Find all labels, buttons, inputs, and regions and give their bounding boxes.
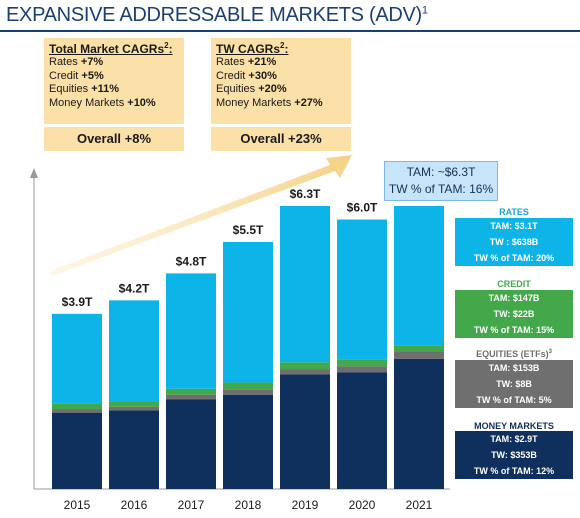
x-tick-2016: 2016 [121,498,148,512]
y-axis-arrow [30,168,38,178]
x-tick-2015: 2015 [64,498,91,512]
bar-2019-rates [280,206,330,363]
x-tick-2017: 2017 [178,498,205,512]
credit-tw: TW: $22B [493,309,535,319]
tw-cagr-row-equities: Equities +20% [216,83,287,95]
money-markets-tam: TAM: $2.9T [490,434,538,444]
bar-2020-credit [337,359,387,367]
equities-tam: TAM: $153B [488,363,540,373]
money-markets-pct: TW % of TAM: 12% [473,466,555,476]
credit-pct: TW % of TAM: 15% [473,325,555,335]
bar-2016-equities-etfs [109,406,159,411]
equities-pct: TW % of TAM: 5% [476,395,552,405]
tam-callout: TAM: ~$6.3T TW % of TAM: 16% [384,161,498,201]
bar-2020-money-markets [337,372,387,489]
rates-stats-box: TAM: $3.1T TW : $638B TW % of TAM: 20% [455,218,573,266]
tw-cagr-overall: Overall +23% [211,127,351,151]
tw-cagr-row-rates: Rates +21% [216,56,277,68]
bar-2016-money-markets [109,410,159,489]
equities-tw: TW: $8B [496,379,532,389]
equities-title: EQUITIES (ETFs)3 [476,349,552,359]
page-title: EXPANSIVE ADDRESSABLE MARKETS (ADV)1 [6,4,428,27]
rates-tam: TAM: $3.1T [490,221,538,231]
total-cagr-overall: Overall +8% [44,127,184,151]
credit-title: CREDIT [497,279,531,289]
money-markets-tw: TW: $353B [491,450,537,460]
total-cagr-row-money-markets: Money Markets +10% [49,96,156,109]
credit-tam: TAM: $147B [488,293,540,303]
total-cagr-row-equities: Equities +11% [49,83,120,95]
bar-2021-rates [394,206,444,346]
growth-arrow [50,155,352,276]
bar-2019-money-markets [280,374,330,489]
bar-2015-rates [52,313,102,404]
x-tick-2021: 2021 [406,498,433,512]
x-tick-layer: 2015 2016 2017 2018 2019 2020 2021 [64,498,433,512]
bar-2021-money-markets [394,358,444,489]
x-tick-2019: 2019 [292,498,319,512]
bar-2016-credit [109,401,159,407]
total-label-2015: $3.9T [62,295,93,309]
bar-2020-rates [337,219,387,360]
bar-2015-money-markets [52,412,102,489]
tw-cagr-row-credit: Credit +30% [216,69,277,82]
bar-2017-money-markets [166,399,216,489]
money-markets-stats-box: TAM: $2.9T TW: $353B TW % of TAM: 12% [455,431,573,479]
title-footnote: 1 [421,4,428,17]
bar-2015-credit [52,403,102,410]
equities-stats-box: TAM: $153B TW: $8B TW % of TAM: 5% [455,360,573,408]
bar-2018-credit [223,382,273,390]
bar-2018-money-markets [223,394,273,489]
tw-cagr-box: TW CAGRs2: Rates +21% Credit +30% Equiti… [211,38,351,124]
total-label-2020: $6.0T [347,200,378,214]
bar-2019-equities-etfs [280,369,330,375]
total-label-2019: $6.3T [290,187,321,201]
page-title-text: EXPANSIVE ADDRESSABLE MARKETS (ADV) [6,4,422,26]
bar-2021-credit [394,345,444,352]
rates-pct: TW % of TAM: 20% [473,253,555,263]
bar-2020-equities-etfs [337,366,387,373]
money-markets-title: MONEY MARKETS [474,421,554,431]
x-tick-2020: 2020 [349,498,376,512]
total-cagr-row-rates: Rates +7% [49,56,104,68]
bar-2018-equities-etfs [223,389,273,395]
total-cagr-box: Total Market CAGRs2: Rates +7% Credit +5… [44,38,184,124]
bar-2017-credit [166,388,216,395]
bar-2016-rates [109,300,159,402]
total-cagr-heading: Total Market CAGRs2: [49,41,173,56]
bar-2017-rates [166,273,216,389]
rates-tw: TW : $638B [489,237,539,247]
bar-layer [52,206,444,489]
bar-2021-equities-etfs [394,351,444,359]
tw-cagr-heading: TW CAGRs2: [216,41,289,56]
bar-2017-equities-etfs [166,394,216,400]
tam-callout-share: TW % of TAM: 16% [388,182,494,196]
title-divider [0,30,580,32]
bar-2019-credit [280,362,330,370]
tw-cagr-row-money-markets: Money Markets +27% [216,96,323,109]
rates-title: RATES [499,207,529,217]
bar-2015-equities-etfs [52,409,102,413]
credit-stats-box: TAM: $147B TW: $22B TW % of TAM: 15% [455,290,573,338]
total-label-layer: $3.9T $4.2T $4.8T $5.5T $6.3T $6.0T [62,187,378,309]
total-label-2018: $5.5T [233,223,264,237]
x-tick-2018: 2018 [235,498,262,512]
bar-2018-rates [223,241,273,383]
tam-callout-total: TAM: ~$6.3T [406,165,476,179]
total-cagr-row-credit: Credit +5% [49,69,104,82]
total-label-2016: $4.2T [119,281,150,295]
total-label-2017: $4.8T [176,254,207,268]
